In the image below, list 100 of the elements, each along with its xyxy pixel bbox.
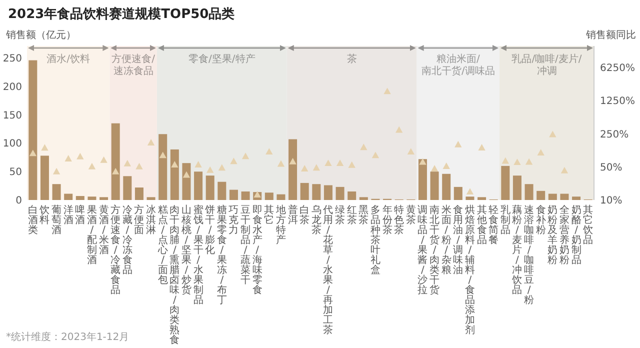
x-tick-label: 其它饮品: [582, 204, 594, 246]
bar: [264, 192, 274, 200]
category-label: 藕粉/麦片/冲饮品: [512, 205, 522, 296]
bar: [300, 182, 309, 200]
x-tick-label: 洋酒: [63, 204, 74, 226]
x-tick-label: 黄酒/米酒: [98, 204, 109, 256]
y-tick-label: 200: [2, 82, 22, 93]
y-tick-label: 50: [9, 167, 22, 178]
point: [171, 160, 178, 168]
bar: [572, 196, 581, 200]
point: [206, 166, 214, 173]
x-tick-label: 果酒/配制酒: [86, 205, 97, 266]
x-tick-label: 全家营养奶粉: [559, 204, 570, 266]
bar: [218, 182, 226, 200]
bar: [241, 191, 250, 200]
point: [525, 158, 533, 165]
bar: [359, 197, 368, 200]
point: [289, 158, 296, 164]
bar: [336, 186, 344, 200]
bar: [123, 176, 132, 200]
category-label: 糖果零食/果冻/布丁: [216, 205, 227, 306]
bar: [206, 176, 214, 200]
bar: [442, 174, 451, 200]
point: [182, 171, 190, 178]
bar: [158, 134, 168, 200]
x-tick-label: 乳制品: [500, 204, 510, 236]
point: [514, 158, 521, 166]
point: [430, 165, 438, 172]
point: [560, 166, 568, 174]
bar: [111, 123, 120, 200]
point: [194, 160, 202, 168]
category-label: 即食水产/海味零食: [252, 205, 262, 296]
x-tick-label: 奶粉及羊奶粉: [548, 205, 558, 266]
point: [454, 140, 462, 148]
x-tick-label: 方便面: [134, 204, 144, 236]
bar: [134, 188, 144, 200]
x-tick-label: 白茶: [300, 204, 310, 226]
point: [466, 188, 474, 195]
point: [64, 154, 72, 162]
bar: [76, 196, 84, 200]
point: [549, 130, 556, 138]
point: [502, 157, 510, 164]
point: [478, 144, 486, 150]
point: [136, 162, 143, 170]
bar: [88, 196, 96, 200]
point: [147, 139, 155, 146]
point: [218, 164, 226, 171]
bar: [312, 184, 321, 200]
point: [52, 168, 60, 174]
category-label: 肉干肉脯/熏腊卤味/肉类熟食: [170, 205, 180, 346]
category-label: 南北干货/肉类干货: [430, 205, 440, 296]
point: [384, 88, 391, 94]
bar: [430, 172, 439, 200]
point: [100, 156, 108, 163]
x-tick-label: 黑茶: [358, 205, 369, 226]
category-label: 山核桃/坚果/炒货: [181, 205, 192, 296]
point: [395, 126, 403, 133]
bar: [348, 191, 356, 200]
point: [159, 152, 166, 158]
band-label: 酒水/饮料: [46, 53, 90, 65]
y-tick-label: 150: [2, 110, 22, 122]
category-label: 方便速食/冷藏食品: [110, 205, 121, 296]
y2-tick-label: 6250%: [600, 63, 635, 74]
bar: [40, 156, 49, 200]
x-tick-label: 啤酒: [75, 204, 86, 226]
point: [254, 191, 261, 198]
x-tick-label: 白酒类: [28, 204, 38, 236]
category-label: 代用/花草/水果/再加工茶: [323, 205, 334, 336]
y2-tick-label: 50%: [600, 162, 622, 174]
bar: [560, 194, 569, 200]
band-label: 粮油米面/南北干货/调味品: [421, 53, 495, 77]
bar: [536, 190, 546, 200]
x-tick-label: 绿茶: [335, 205, 346, 226]
bar: [52, 184, 61, 200]
point: [348, 161, 356, 168]
x-tick-label: 其它: [264, 204, 274, 226]
y2-tick-label: 1250%: [600, 96, 635, 108]
point: [76, 152, 84, 160]
y-axis-title: 销售额（亿元）: [5, 29, 76, 41]
point: [230, 158, 238, 164]
point: [300, 165, 308, 172]
chart-title: 2023年食品饮料赛道规模TOP50品类: [8, 6, 235, 22]
bar: [276, 194, 286, 200]
point: [112, 168, 120, 174]
x-tick-label: 糕点/点心/面包: [156, 204, 168, 286]
point: [41, 144, 48, 151]
point: [312, 164, 320, 171]
x-tick-label: 红茶: [346, 204, 357, 226]
category-label: 蜜饯/果干/水果制品: [193, 205, 204, 306]
bar: [454, 186, 462, 200]
text: *统计维度：2023年1-12月: [6, 331, 130, 343]
band-label: 方便速食/速冻食品: [112, 53, 156, 77]
x-tick-label: 奶酪/奶制品: [571, 205, 582, 266]
bar: [64, 194, 73, 200]
x-tick-label: 多品种茶叶礼盒: [370, 204, 380, 276]
x-tick-label: 豆干制品/蔬菜干: [240, 205, 251, 286]
point: [277, 160, 285, 167]
bar: [466, 196, 474, 200]
point: [537, 149, 544, 156]
bar: [28, 60, 38, 200]
